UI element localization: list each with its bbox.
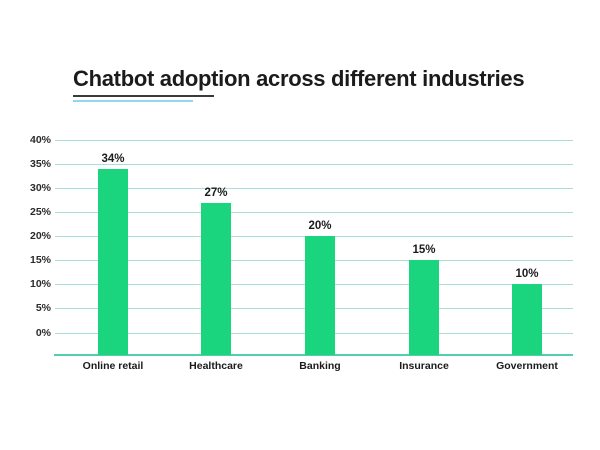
x-axis-category-label: Banking: [299, 360, 341, 372]
y-axis-tick-label: 5%: [35, 302, 51, 314]
bar: [201, 203, 231, 355]
chart-title: Chatbot adoption across different indust…: [73, 66, 525, 91]
y-axis-tick-label: 20%: [29, 230, 51, 242]
y-axis-tick-label: 40%: [29, 134, 51, 146]
y-axis-tick-label: 35%: [29, 158, 51, 170]
bar-value-label: 20%: [308, 220, 332, 232]
bar: [512, 284, 542, 355]
gridline: [55, 212, 573, 213]
title-underline-accent: [73, 100, 193, 102]
bar: [305, 236, 335, 355]
bar-value-label: 10%: [515, 268, 539, 280]
bar: [409, 260, 439, 355]
x-axis-baseline: [54, 354, 573, 356]
x-axis-category-label: Insurance: [399, 360, 449, 372]
x-axis-category-label: Online retail: [82, 360, 144, 372]
gridline: [55, 140, 573, 141]
bar-value-label: 15%: [412, 244, 436, 256]
bar: [98, 169, 128, 355]
gridline: [55, 164, 573, 165]
y-axis-tick-label: 30%: [29, 182, 51, 194]
gridline: [55, 188, 573, 189]
x-axis-category-label: Government: [496, 360, 558, 372]
bar-value-label: 34%: [101, 153, 125, 165]
y-axis-tick-label: 15%: [29, 254, 51, 266]
y-axis-tick-label: 10%: [29, 278, 51, 290]
y-axis-tick-label: 25%: [29, 206, 51, 218]
bar-value-label: 27%: [204, 187, 228, 199]
title-underline-dark: [73, 95, 214, 97]
x-axis-category-label: Healthcare: [189, 360, 243, 372]
y-axis-tick-label: 0%: [35, 327, 51, 339]
